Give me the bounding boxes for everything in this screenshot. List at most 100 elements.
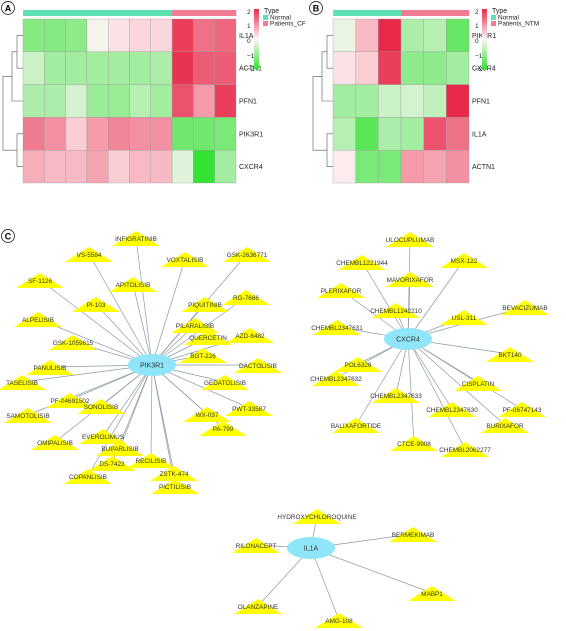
drug-node-label: PLERIXAFOR (321, 288, 362, 295)
drug-node: GEDATOLISIB (201, 375, 249, 390)
group-annotation-cell (65, 10, 88, 16)
drug-node-triangle (428, 402, 476, 417)
scale-bar-segment (482, 21, 487, 24)
drug-node-label: APITOLISIB (116, 282, 151, 289)
drug-node: AMG-108 (315, 613, 363, 628)
drug-node: ZSTK-474 (150, 466, 198, 481)
drug-node: CHEMBL2347631 (311, 320, 363, 335)
drug-node-label: INFIGRATINIB (115, 236, 157, 243)
heatmap-cell (332, 18, 356, 52)
legend-title: Type (492, 8, 507, 15)
row-dendrogram (2, 35, 23, 167)
drug-node-triangle (127, 453, 175, 468)
drug-node-label: SF-1126 (28, 278, 52, 285)
scale-bar-segment (254, 41, 259, 44)
scale-bar-segment (482, 45, 487, 48)
drug-node: PICTILISIB (151, 479, 199, 494)
drug-node-label: VOXTALISIB (167, 257, 204, 264)
drug-node-label: PIQUITINIB (188, 302, 222, 309)
group-annotation-cell (86, 10, 109, 16)
gene-hub-ellipse (287, 537, 335, 559)
network-edge (151, 258, 186, 366)
heatmap-cell (150, 150, 173, 184)
drug-node-triangle (317, 283, 365, 298)
drug-node-triangle (389, 527, 437, 542)
drug-node: POL6326 (334, 357, 382, 372)
heatmap-cell (65, 51, 88, 85)
heatmap-cell (355, 18, 379, 52)
scale-bar-segment (254, 29, 259, 32)
legend-swatch (491, 15, 496, 20)
drug-node: BERMEKIMAB (389, 527, 437, 542)
scale-bar-segment (482, 17, 487, 20)
scale-bar-segment (254, 15, 259, 18)
group-annotation-cell (423, 10, 447, 16)
drug-node-label: ULOCUPLUMAB (386, 237, 435, 244)
legend-title: Type (264, 8, 279, 15)
heatmap-cell (129, 18, 151, 52)
drug-node-triangle (386, 232, 434, 247)
drug-node: CHEMBL2347632 (310, 371, 362, 386)
drug-node-label: POL6326 (344, 362, 371, 369)
drug-node-triangle (88, 456, 136, 471)
drug-node-triangle (14, 312, 62, 327)
drug-node-label: PILARALISIB (176, 323, 214, 330)
scale-bar-segment (254, 53, 259, 56)
drug-node-triangle (390, 436, 438, 451)
scale-bar-segment (254, 59, 259, 62)
drug-node: DS-7423 (88, 456, 136, 471)
drug-node-label: MSX-122 (451, 258, 478, 265)
drug-node-triangle (179, 348, 227, 363)
heatmap-cell (446, 117, 470, 151)
drug-node-triangle (150, 466, 198, 481)
heatmap-cell (171, 84, 194, 118)
scale-bar-segment (482, 23, 487, 26)
heatmap-cell (193, 150, 215, 184)
drug-node-label: CHEMBL2347632 (310, 376, 362, 383)
drug-node: SF-1126 (16, 273, 64, 288)
drug-node-triangle (315, 613, 363, 628)
drug-node-triangle (46, 393, 94, 408)
scale-bar-segment (482, 49, 487, 52)
drug-node-label: DS-7423 (99, 461, 125, 468)
drug-node-triangle (498, 402, 546, 417)
drug-node-label: PF-06747143 (503, 407, 542, 414)
drug-node: ULOCUPLUMAB (386, 232, 435, 247)
heatmap-cell (214, 117, 237, 151)
drug-node-triangle (112, 231, 160, 246)
scale-bar-segment (482, 67, 487, 70)
row-label: ACTN1 (239, 66, 262, 73)
group-annotation-cell (214, 10, 237, 16)
drug-node: PF-04691502 (46, 393, 94, 408)
heatmap-cell (108, 150, 130, 184)
group-annotation-cell (129, 10, 152, 16)
heatmap-cell (150, 84, 173, 118)
drug-node: QUERCETIN (184, 330, 232, 345)
scale-bar-segment (482, 65, 487, 68)
heatmap-cell (22, 84, 45, 118)
row-label: PIK3R1 (239, 131, 263, 138)
drug-node-triangle (181, 297, 229, 312)
drug-node: GSK-2636771 (223, 247, 271, 262)
drug-node: COPANLISIB (64, 469, 112, 484)
drug-node: RILONACEPT (232, 538, 280, 553)
drug-node-triangle (222, 290, 270, 305)
heatmap-cell (44, 18, 66, 52)
drug-node: APITOLISIB (109, 277, 157, 292)
scale-tick-label: 1 (247, 23, 251, 30)
scale-bar-segment (254, 27, 259, 30)
drug-node-label: CHEMBL2062277 (439, 447, 491, 454)
scale-bar-segment (482, 51, 487, 54)
scale-bar-segment (254, 13, 259, 16)
heatmap-cell (129, 117, 151, 151)
drug-node-label: AMG-108 (325, 618, 353, 625)
network-edge (132, 283, 153, 366)
scale-tick-label: 0 (475, 38, 479, 45)
drug-node-triangle (234, 599, 282, 614)
scale-bar-segment (254, 43, 259, 46)
drug-node-triangle (226, 328, 274, 343)
scale-bar-segment (254, 17, 259, 20)
heatmap-cell (108, 51, 130, 85)
network-edge (310, 547, 433, 594)
